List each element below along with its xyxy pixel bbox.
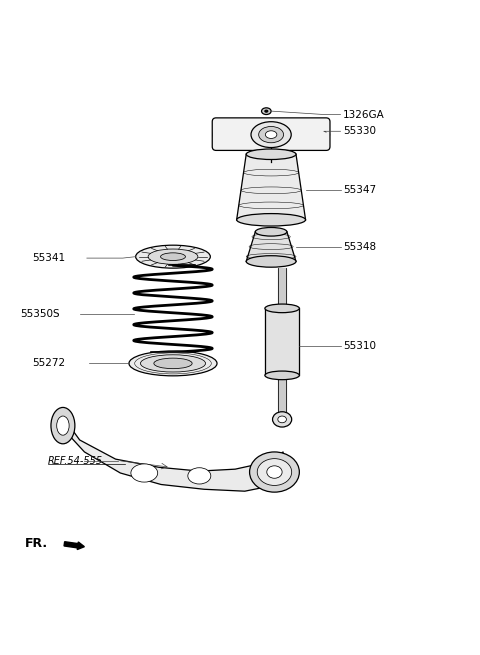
Ellipse shape — [265, 304, 300, 312]
Polygon shape — [278, 375, 287, 414]
FancyBboxPatch shape — [212, 118, 330, 151]
Text: 55350S: 55350S — [20, 309, 60, 319]
Ellipse shape — [267, 466, 282, 478]
Ellipse shape — [131, 464, 157, 482]
Ellipse shape — [154, 358, 192, 369]
Ellipse shape — [250, 452, 300, 492]
Ellipse shape — [265, 110, 268, 112]
FancyArrow shape — [64, 542, 84, 550]
Text: 1326GA: 1326GA — [343, 109, 384, 119]
Text: 55347: 55347 — [343, 185, 376, 195]
Ellipse shape — [148, 249, 198, 265]
Ellipse shape — [303, 126, 330, 143]
Ellipse shape — [188, 468, 211, 484]
Ellipse shape — [251, 122, 291, 147]
Ellipse shape — [255, 227, 287, 236]
Ellipse shape — [160, 253, 185, 261]
Polygon shape — [278, 268, 287, 309]
Text: 55310: 55310 — [343, 341, 376, 350]
Ellipse shape — [237, 214, 306, 226]
Text: FR.: FR. — [24, 537, 48, 550]
Text: 55341: 55341 — [32, 253, 65, 263]
Ellipse shape — [57, 416, 69, 435]
Text: REF.54-555: REF.54-555 — [48, 456, 103, 466]
Ellipse shape — [265, 371, 300, 380]
Ellipse shape — [259, 126, 284, 143]
Polygon shape — [246, 232, 296, 261]
Ellipse shape — [51, 407, 75, 444]
Ellipse shape — [273, 412, 292, 427]
Ellipse shape — [141, 355, 205, 372]
Polygon shape — [237, 154, 306, 220]
Ellipse shape — [129, 351, 217, 376]
Ellipse shape — [278, 416, 287, 422]
Text: 55272: 55272 — [32, 358, 65, 368]
Ellipse shape — [246, 149, 296, 160]
Ellipse shape — [213, 126, 239, 143]
Polygon shape — [60, 414, 283, 491]
Ellipse shape — [265, 131, 277, 138]
Text: 55348: 55348 — [343, 242, 376, 252]
Text: 55330: 55330 — [343, 126, 376, 136]
Ellipse shape — [262, 108, 271, 115]
Polygon shape — [265, 309, 300, 375]
Ellipse shape — [136, 245, 210, 268]
Ellipse shape — [257, 458, 292, 485]
Ellipse shape — [246, 255, 296, 267]
